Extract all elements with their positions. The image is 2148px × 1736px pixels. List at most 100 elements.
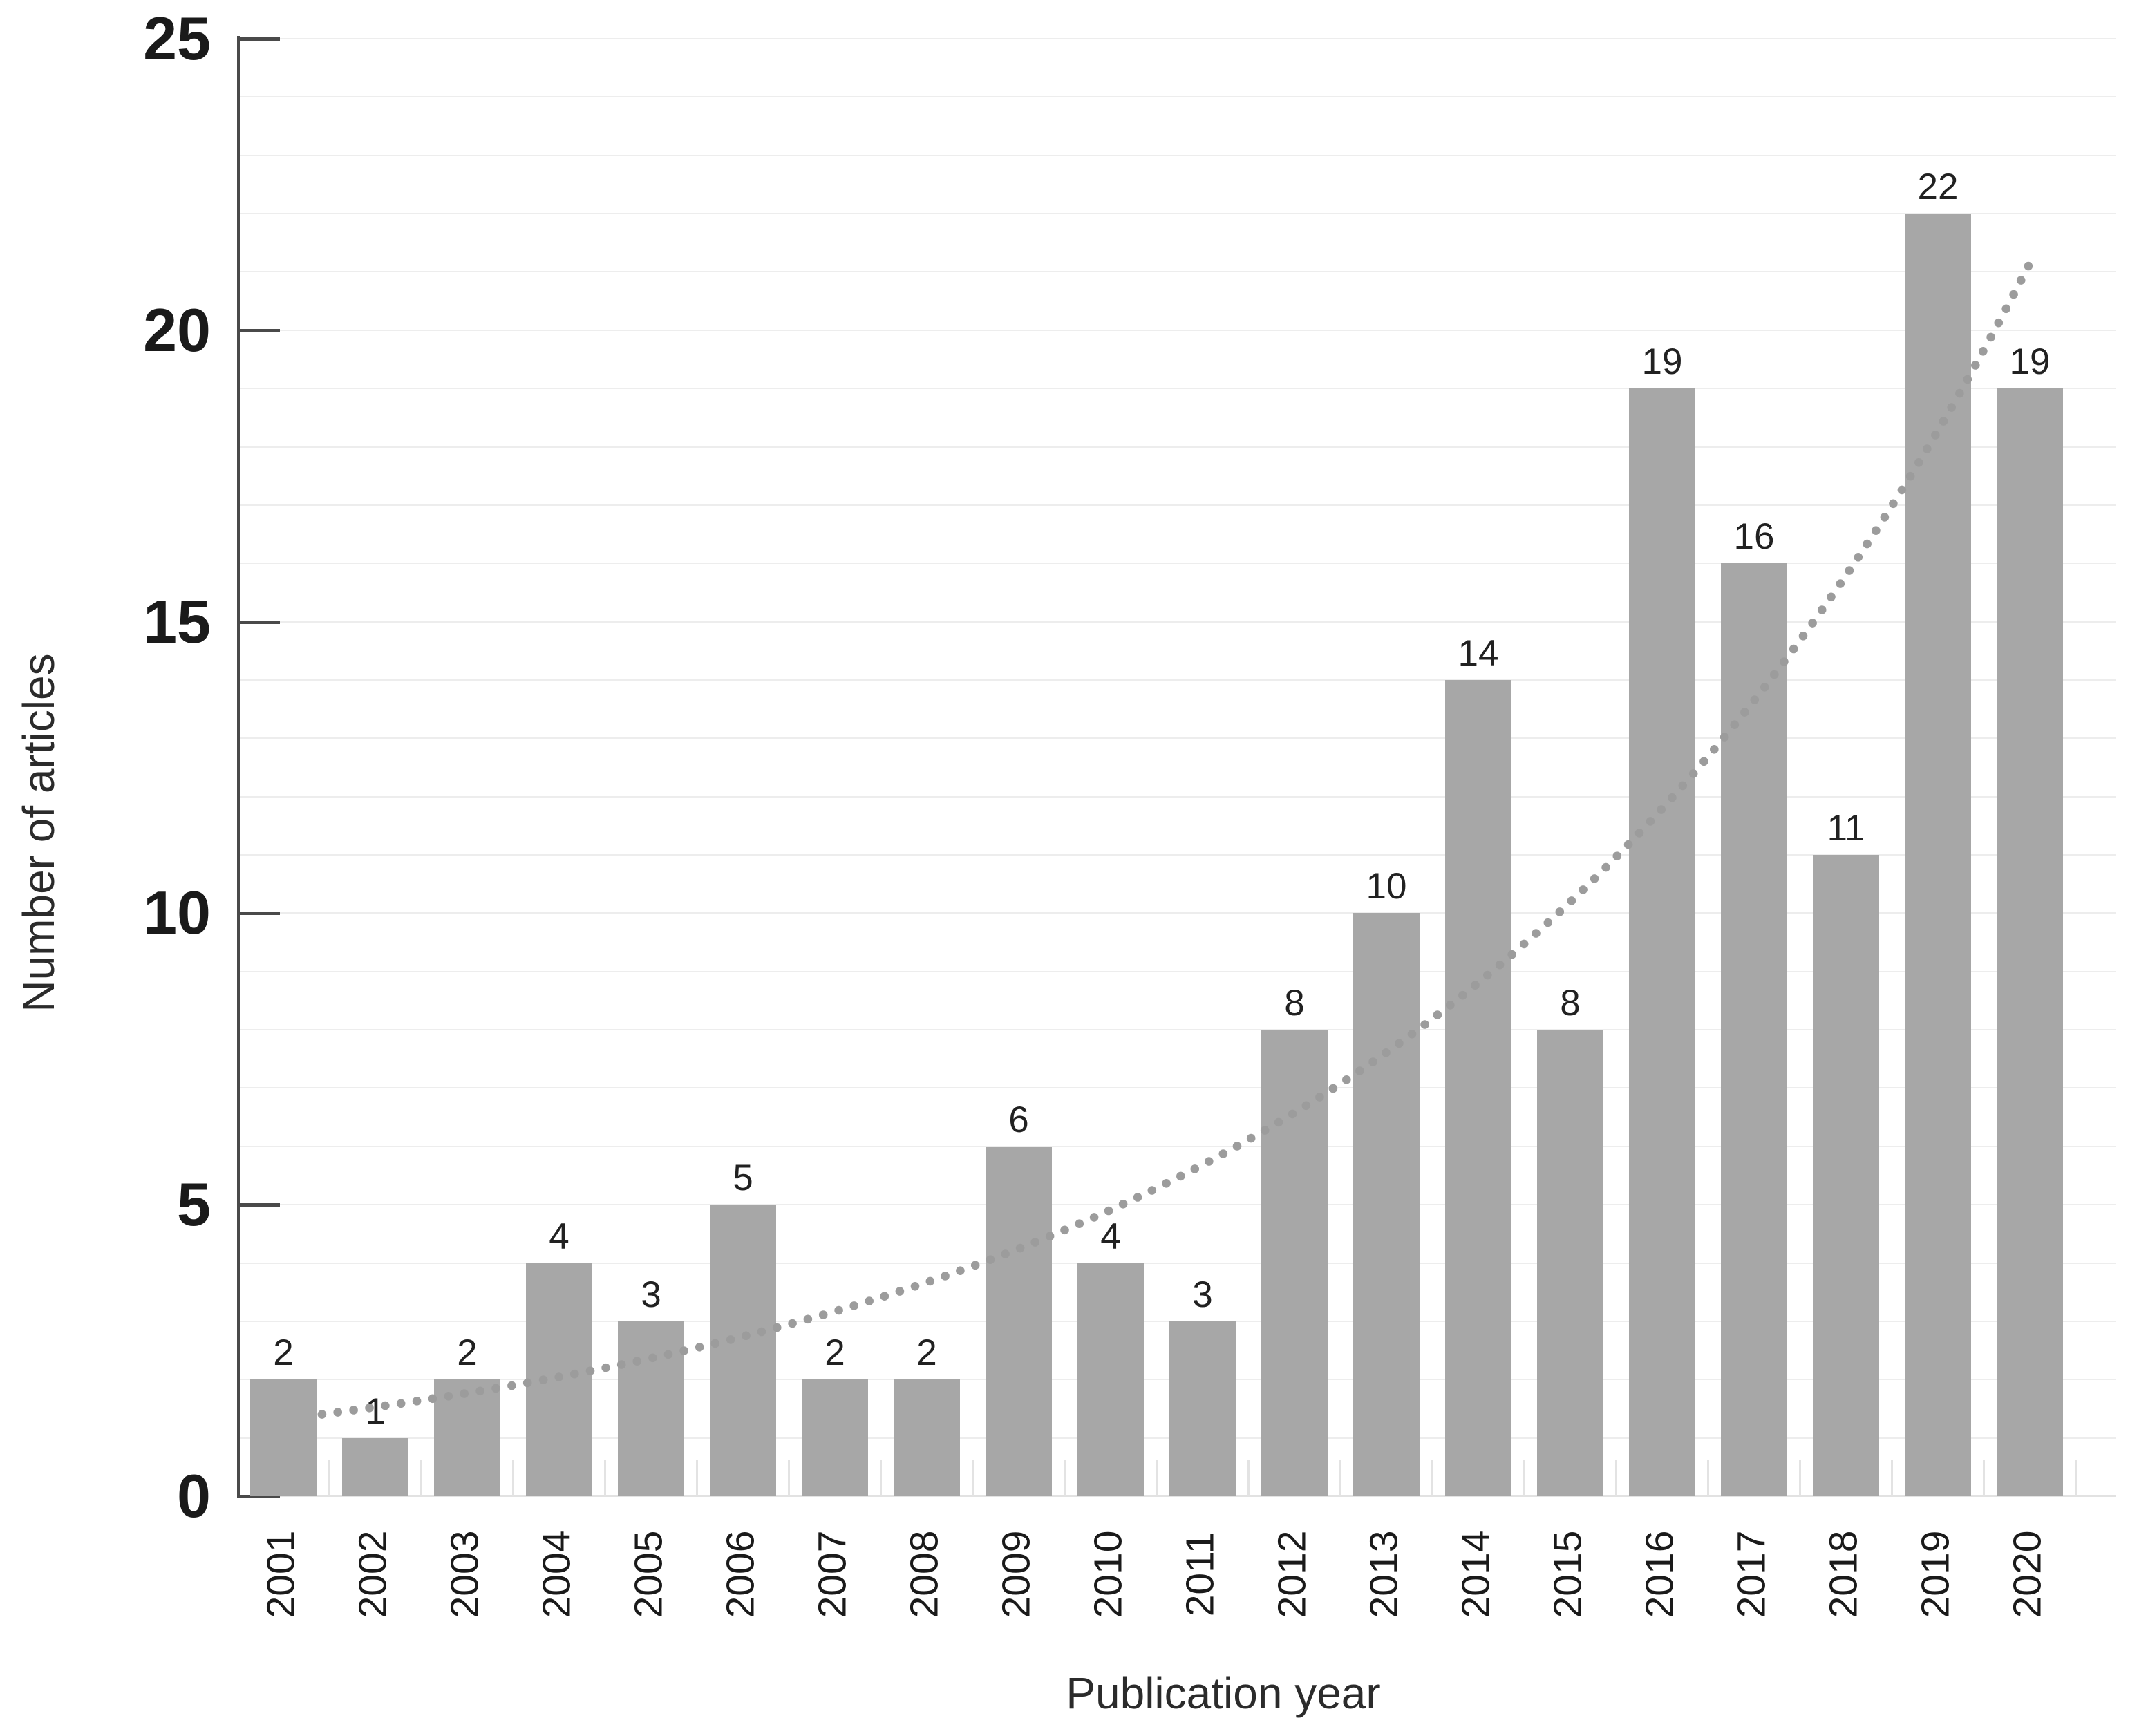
trend-dot (2016, 276, 2026, 285)
x-tick-label: 2003 (442, 1530, 487, 1619)
bar-value-label: 22 (1917, 167, 1959, 208)
bar-value-label: 2 (825, 1332, 845, 1374)
trend-dot (1567, 896, 1576, 905)
trend-dot (1817, 605, 1827, 614)
gridline (237, 213, 2116, 215)
gridline (237, 563, 2116, 565)
gridline (237, 1262, 2116, 1264)
x-tick-label: 2011 (1178, 1531, 1223, 1617)
trend-dot (1532, 929, 1541, 938)
x-axis-tick-mark (1156, 1460, 1158, 1496)
gridline (237, 912, 2116, 914)
x-tick-label: 2015 (1545, 1530, 1590, 1619)
bar-2019 (1905, 214, 1971, 1496)
bar-2012 (1261, 1030, 1328, 1496)
bar-2020 (1997, 388, 2063, 1496)
x-tick-label: 2016 (1637, 1530, 1682, 1619)
bar-value-label: 1 (365, 1390, 386, 1432)
trend-dot (1519, 939, 1529, 949)
x-axis-tick-mark (880, 1460, 882, 1496)
x-tick-label: 2012 (1270, 1530, 1315, 1619)
trend-dot (2009, 290, 2018, 299)
bar-2017 (1721, 563, 1787, 1496)
bar-2003 (434, 1379, 500, 1496)
bar-2014 (1445, 679, 1511, 1496)
bar-value-label: 19 (2009, 341, 2051, 383)
trend-dot (834, 1305, 843, 1315)
x-tick-label: 2018 (1821, 1530, 1866, 1619)
x-tick-label: 2017 (1729, 1530, 1774, 1619)
gridline (237, 970, 2116, 972)
x-tick-label: 2006 (718, 1530, 763, 1619)
x-tick-label: 2014 (1453, 1530, 1498, 1619)
bar-value-label: 10 (1366, 866, 1407, 907)
trend-dot (1854, 553, 1863, 562)
x-axis-tick-mark (1523, 1460, 1525, 1496)
x-axis-tick-mark (1431, 1460, 1433, 1496)
bar-2013 (1353, 913, 1420, 1496)
bar-value-label: 19 (1641, 341, 1683, 383)
x-axis-tick-mark (788, 1460, 790, 1496)
gridline (237, 1029, 2116, 1031)
gridline (237, 1087, 2116, 1089)
trend-dot (1433, 1010, 1442, 1019)
y-axis-tick-mark (237, 912, 280, 916)
trend-dot (1880, 513, 1890, 522)
trend-dot (1889, 499, 1898, 509)
bar-2018 (1813, 855, 1879, 1496)
gridline (237, 446, 2116, 448)
bar-value-label: 3 (1192, 1274, 1213, 1315)
y-axis-tick-mark (237, 620, 280, 624)
gridline (237, 854, 2116, 856)
x-axis-tick-mark (1891, 1460, 1893, 1496)
trend-dot (1420, 1020, 1429, 1029)
trend-dot (1590, 874, 1599, 883)
x-tick-label: 2004 (534, 1530, 579, 1619)
bar-2009 (986, 1146, 1052, 1496)
y-axis-tick-mark (237, 37, 280, 41)
trend-dot (1162, 1179, 1171, 1188)
trend-dot (1601, 862, 1610, 872)
trend-dot (1872, 526, 1881, 535)
bar-2002 (342, 1437, 408, 1496)
x-axis-tick-mark (328, 1460, 330, 1496)
y-axis-tick-mark (237, 328, 280, 332)
gridline (237, 271, 2116, 273)
y-tick-label: 15 (143, 587, 211, 656)
y-tick-label: 20 (143, 295, 211, 364)
bar-value-label: 4 (1100, 1216, 1121, 1257)
x-tick-label: 2013 (1362, 1530, 1406, 1619)
trend-dot (2024, 261, 2033, 271)
x-axis-tick-mark (420, 1460, 422, 1496)
y-tick-label: 0 (177, 1462, 211, 1530)
gridline (237, 388, 2116, 390)
trend-dot (1147, 1186, 1157, 1195)
trend-dot (1710, 745, 1719, 754)
trend-dot (1789, 644, 1798, 654)
y-axis-title: Number of articles (14, 653, 64, 1012)
x-tick-label: 2005 (626, 1530, 671, 1619)
bar-value-label: 14 (1458, 632, 1499, 674)
bar-2016 (1629, 388, 1695, 1496)
x-axis-tick-mark (1339, 1460, 1341, 1496)
trend-dot (1555, 907, 1565, 916)
trend-dot (880, 1292, 889, 1301)
x-tick-label: 2020 (2005, 1530, 2050, 1619)
bar-value-label: 4 (549, 1216, 569, 1257)
bar-value-label: 2 (916, 1332, 937, 1374)
trend-dot (1579, 885, 1588, 894)
x-tick-label: 2002 (350, 1530, 395, 1619)
trend-dot (1543, 918, 1553, 927)
trend-dot (1836, 579, 1845, 588)
trend-dot (2001, 304, 2010, 314)
bar-value-label: 2 (273, 1332, 294, 1374)
x-tick-label: 2008 (902, 1530, 947, 1619)
x-axis-tick-mark (2075, 1460, 2077, 1496)
gridline (237, 679, 2116, 681)
trend-dot (910, 1282, 920, 1291)
trend-dot (1104, 1206, 1113, 1216)
x-axis-tick-mark (604, 1460, 606, 1496)
trend-dot (1218, 1149, 1228, 1158)
bar-value-label: 6 (1008, 1099, 1029, 1140)
